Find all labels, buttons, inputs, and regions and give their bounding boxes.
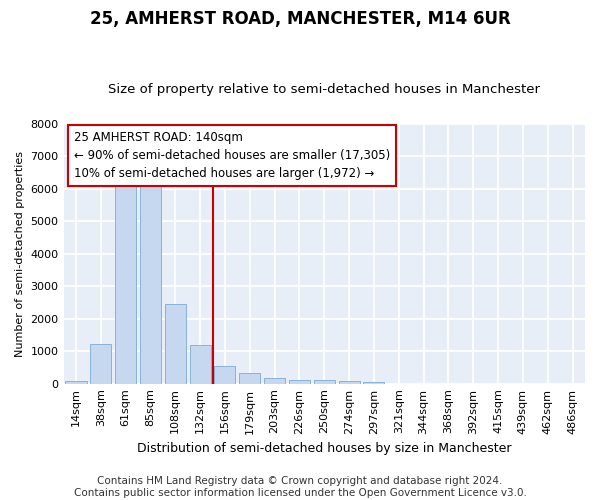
Bar — [264, 378, 285, 384]
Bar — [289, 380, 310, 384]
Bar — [165, 304, 186, 384]
Bar — [115, 169, 136, 384]
Text: 25, AMHERST ROAD, MANCHESTER, M14 6UR: 25, AMHERST ROAD, MANCHESTER, M14 6UR — [89, 10, 511, 28]
Text: Contains HM Land Registry data © Crown copyright and database right 2024.
Contai: Contains HM Land Registry data © Crown c… — [74, 476, 526, 498]
Bar — [364, 382, 385, 384]
Title: Size of property relative to semi-detached houses in Manchester: Size of property relative to semi-detach… — [108, 83, 540, 96]
Bar — [239, 374, 260, 384]
Bar — [214, 366, 235, 384]
Bar — [140, 168, 161, 384]
Bar — [190, 344, 211, 384]
Bar — [90, 344, 112, 384]
Bar — [65, 381, 86, 384]
Bar — [314, 380, 335, 384]
Y-axis label: Number of semi-detached properties: Number of semi-detached properties — [15, 150, 25, 356]
Text: 25 AMHERST ROAD: 140sqm
← 90% of semi-detached houses are smaller (17,305)
10% o: 25 AMHERST ROAD: 140sqm ← 90% of semi-de… — [74, 132, 390, 180]
Bar — [338, 381, 359, 384]
X-axis label: Distribution of semi-detached houses by size in Manchester: Distribution of semi-detached houses by … — [137, 442, 512, 455]
